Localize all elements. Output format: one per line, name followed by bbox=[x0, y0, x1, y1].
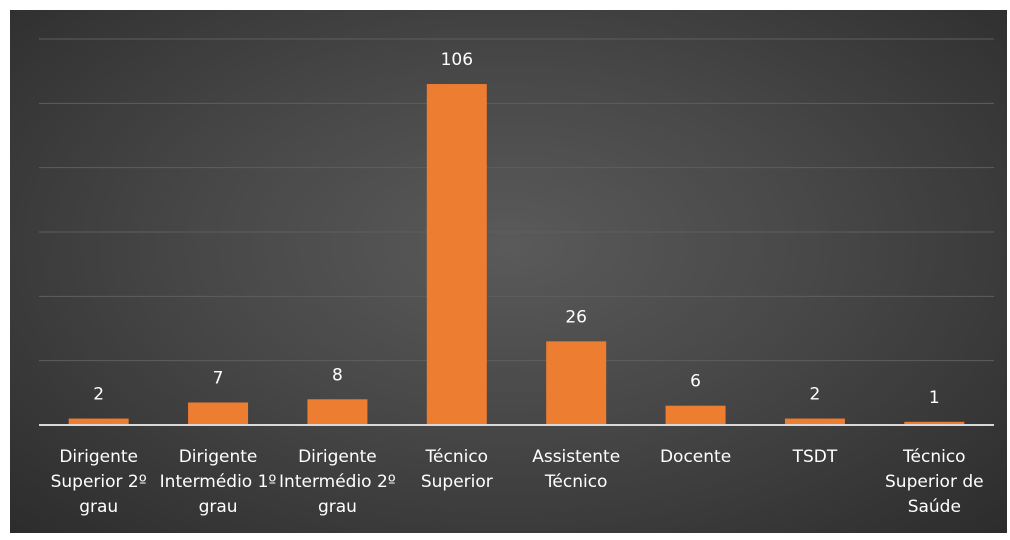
gridlines bbox=[39, 38, 994, 362]
bar bbox=[426, 84, 487, 426]
x-tick-label: Dirigente Superior 2º grau bbox=[50, 447, 147, 517]
x-tick-label: Técnico Superior de Saúde bbox=[885, 447, 984, 517]
data-label: 26 bbox=[565, 307, 587, 327]
bar bbox=[188, 402, 249, 425]
bar bbox=[68, 418, 129, 425]
bar bbox=[665, 405, 726, 425]
data-label: 2 bbox=[93, 385, 104, 405]
x-tick-label: Dirigente Intermédio 2º grau bbox=[279, 447, 396, 517]
data-labels: 2 7 8 106 26 6 2 1 bbox=[93, 50, 939, 408]
bar bbox=[546, 341, 607, 425]
x-tick-label: Assistente Técnico bbox=[532, 447, 621, 492]
x-tick-label: Técnico Superior bbox=[420, 447, 493, 492]
bar bbox=[307, 399, 368, 425]
x-tick-label: Docente bbox=[659, 447, 732, 467]
data-label: 1 bbox=[929, 388, 940, 408]
data-label: 7 bbox=[213, 368, 224, 388]
bar-chart: 2 7 8 106 26 6 2 1 bbox=[39, 38, 994, 426]
bar bbox=[784, 418, 845, 425]
data-label: 8 bbox=[332, 365, 343, 385]
chart-area: 2 7 8 106 26 6 2 1 Dirigente Superior 2º grau Di… bbox=[10, 10, 1007, 533]
data-label: 2 bbox=[810, 385, 821, 405]
bar bbox=[904, 421, 965, 425]
data-label: 106 bbox=[441, 50, 473, 70]
bars bbox=[68, 84, 965, 426]
x-tick-label: Dirigente Intermédio 1º grau bbox=[159, 447, 277, 517]
x-tick-label: TSDT bbox=[792, 447, 838, 467]
data-label: 6 bbox=[690, 372, 701, 392]
